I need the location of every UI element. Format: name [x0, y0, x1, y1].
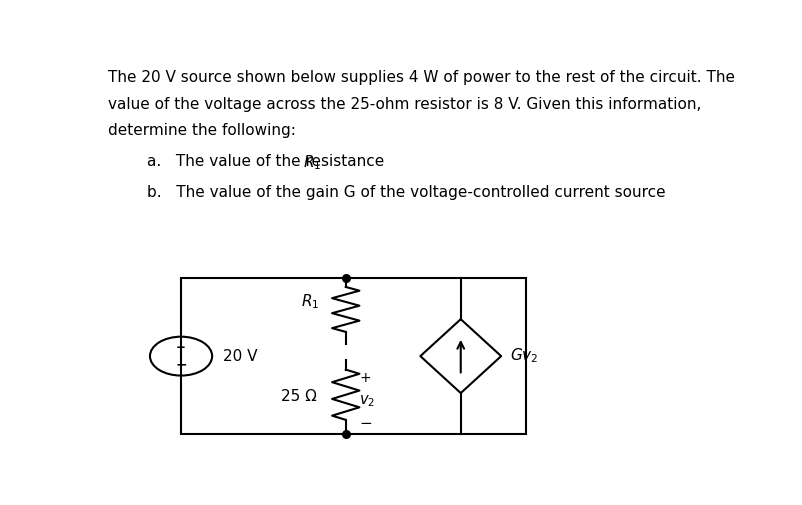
Text: determine the following:: determine the following: — [107, 123, 296, 138]
Text: $R_1$: $R_1$ — [301, 292, 319, 311]
Text: b.   The value of the gain G of the voltage-controlled current source: b. The value of the gain G of the voltag… — [147, 185, 666, 200]
Text: 25 Ω: 25 Ω — [282, 389, 317, 405]
Text: $R_1$: $R_1$ — [303, 154, 321, 172]
Text: $v_2$: $v_2$ — [359, 393, 375, 409]
Text: a.   The value of the resistance: a. The value of the resistance — [147, 154, 389, 169]
Text: The 20 V source shown below supplies 4 W of power to the rest of the circuit. Th: The 20 V source shown below supplies 4 W… — [107, 70, 735, 85]
Text: +: + — [176, 341, 186, 355]
Text: +: + — [359, 371, 371, 385]
Text: value of the voltage across the 25-ohm resistor is 8 V. Given this information,: value of the voltage across the 25-ohm r… — [107, 97, 701, 112]
Text: −: − — [359, 416, 372, 431]
Text: −: − — [176, 357, 187, 371]
Text: $Gv_2$: $Gv_2$ — [511, 347, 539, 366]
Bar — [181, 278, 526, 434]
Text: 20 V: 20 V — [223, 348, 257, 364]
